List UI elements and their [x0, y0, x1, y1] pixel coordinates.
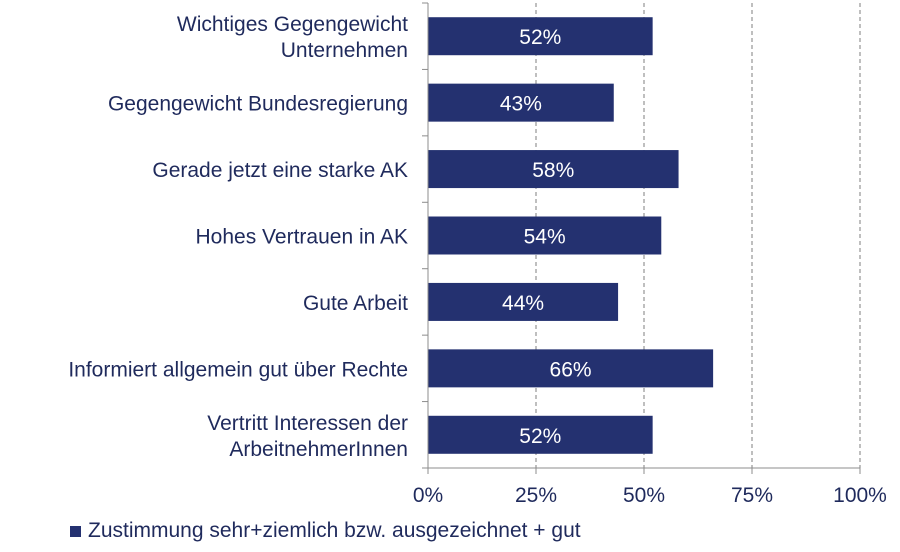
bar-value-label: 54% [524, 226, 566, 249]
bar [428, 17, 653, 56]
bar [428, 83, 614, 122]
legend-label: Zustimmung sehr+ziemlich bzw. ausgezeich… [88, 519, 581, 542]
bar [428, 216, 662, 255]
bar [428, 349, 714, 388]
bar [428, 415, 653, 454]
bar-value-label: 43% [500, 93, 542, 116]
category-label: Informiert allgemein gut über Rechte [68, 358, 408, 381]
category-label: Unternehmen [281, 39, 408, 62]
bar-value-label: 52% [519, 425, 561, 448]
bar [428, 150, 679, 189]
category-label: Gerade jetzt eine starke AK [152, 159, 408, 182]
bar-value-label: 52% [519, 26, 561, 49]
category-label: ArbeitnehmerInnen [229, 438, 408, 461]
x-tick-label: 100% [833, 484, 887, 507]
bar [428, 282, 619, 321]
legend: Zustimmung sehr+ziemlich bzw. ausgezeich… [70, 519, 581, 543]
category-label: Vertritt Interessen der [207, 412, 408, 435]
x-tick-label: 25% [515, 484, 557, 507]
category-label: Gegengewicht Bundesregierung [108, 93, 408, 116]
bar-value-label: 66% [550, 358, 592, 381]
category-label: Gute Arbeit [303, 292, 408, 315]
bar-value-label: 58% [532, 159, 574, 182]
category-label: Wichtiges Gegengewicht [177, 13, 408, 36]
bar-value-label: 44% [502, 292, 544, 315]
x-tick-label: 0% [413, 484, 443, 507]
x-tick-label: 50% [623, 484, 665, 507]
x-tick-label: 75% [731, 484, 773, 507]
category-label: Hohes Vertrauen in AK [196, 226, 408, 249]
bar-chart: 52% 43% 58% 54% 44% 66% 52% Wichtiges Gegengewi… [68, 2, 887, 507]
legend-swatch [70, 525, 81, 537]
